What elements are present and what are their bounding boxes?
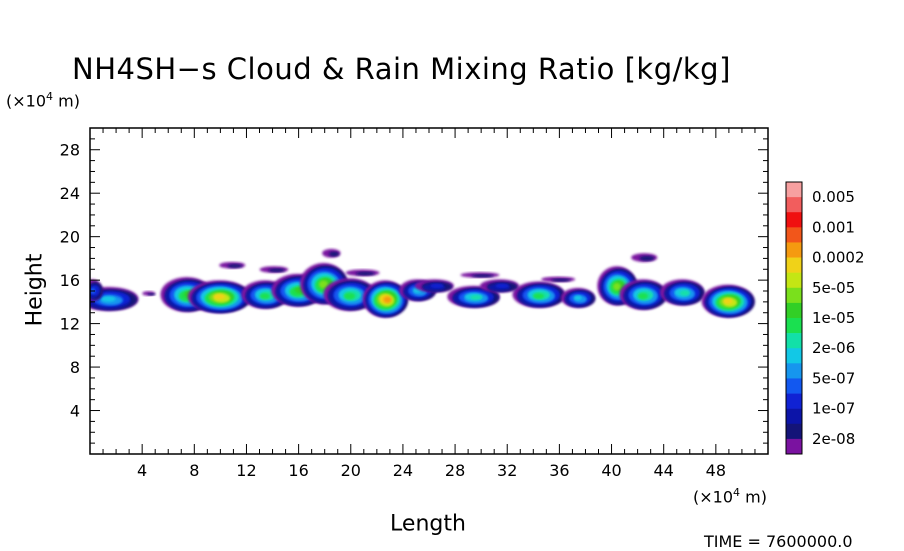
cloud-wisp	[227, 264, 243, 268]
cloud-wisp	[471, 274, 494, 278]
y-tick-label: 20	[60, 228, 80, 247]
colorbar-label: 0.0002	[812, 249, 865, 267]
colorbar-label: 2e-08	[812, 430, 855, 448]
cloud-cell	[318, 280, 329, 289]
cloud-cell	[495, 283, 509, 289]
cloud-wisp	[268, 268, 285, 273]
cloud-wisp	[639, 255, 655, 261]
x-tick-label: 4	[137, 461, 147, 480]
x-tick-label: 40	[601, 461, 621, 480]
y-axis-label: Height	[22, 253, 48, 327]
colorbar-label: 0.005	[812, 188, 855, 206]
x-tick-label: 32	[497, 461, 517, 480]
colorbar-swatch	[786, 242, 802, 258]
cloud-wisp	[551, 278, 571, 282]
cloud-wisp	[355, 271, 375, 276]
cloud-cell	[383, 296, 392, 304]
y-tick-label: 8	[70, 358, 80, 377]
cloud-wisp	[328, 251, 340, 257]
colorbar-label: 2e-06	[812, 339, 855, 357]
colorbar-swatch	[786, 197, 802, 213]
y-tick-label: 24	[60, 184, 80, 203]
colorbar-swatch	[786, 182, 802, 198]
colorbar-label: 5e-07	[812, 369, 855, 387]
cloud-cell	[430, 283, 444, 289]
x-axis-unit: (×104 m)	[693, 486, 767, 507]
cloud-cell	[259, 293, 270, 300]
colorbar-swatch	[786, 438, 802, 455]
cloud-cell	[213, 293, 226, 300]
x-tick-label: 44	[654, 461, 674, 480]
y-axis-unit: (×104 m)	[6, 90, 80, 111]
cloud-field	[90, 248, 755, 318]
cloud-cell	[100, 295, 116, 302]
cloud-cell	[612, 282, 621, 291]
colorbar-swatch	[786, 302, 802, 319]
chart-title: NH4SH−s Cloud & Rain Mixing Ratio [kg/kg…	[72, 52, 731, 86]
colorbar-swatch	[786, 212, 802, 228]
colorbar-swatch	[786, 348, 802, 364]
y-tick-label: 12	[60, 315, 80, 334]
colorbar-label: 1e-05	[812, 309, 855, 327]
y-tick-label: 4	[70, 402, 80, 421]
colorbar-swatch	[786, 318, 802, 334]
colorbar-label: 5e-05	[812, 279, 855, 297]
x-axis: 4 8 12 16 20 24 28 32 36 40 44 48	[102, 128, 756, 480]
colorbar-swatch	[786, 333, 802, 349]
colorbar-swatch	[786, 227, 802, 243]
colorbar-label: 0.001	[812, 218, 855, 236]
y-tick-label: 16	[60, 271, 80, 290]
cloud-cell	[679, 290, 690, 297]
y-tick-label: 28	[60, 141, 80, 160]
colorbar-swatch	[786, 272, 802, 289]
x-tick-label: 24	[393, 461, 413, 480]
x-tick-label: 12	[236, 461, 256, 480]
cloud-wisp	[147, 293, 156, 296]
x-tick-label: 48	[706, 461, 726, 480]
colorbar-swatch	[786, 423, 802, 440]
cloud-cell	[343, 292, 356, 300]
x-tick-label: 36	[549, 461, 569, 480]
colorbar-swatch	[786, 287, 802, 304]
cloud-cell	[573, 295, 582, 301]
x-tick-label: 28	[445, 461, 465, 480]
cloud-cell	[532, 293, 545, 299]
colorbar-swatch	[786, 257, 802, 273]
colorbar-swatch	[786, 363, 802, 379]
colorbar-swatch	[786, 378, 802, 394]
colorbar: 0.005 0.001 0.0002 5e-05 1e-05 2e-06 5e-07 1e-0…	[785, 181, 865, 455]
x-tick-label: 8	[189, 461, 199, 480]
y-axis: 4 8 12 16 20 24 28	[60, 138, 768, 444]
cloud-cell	[470, 295, 483, 301]
colorbar-label: 1e-07	[812, 400, 855, 418]
x-tick-label: 16	[288, 461, 308, 480]
cloud-cell	[637, 292, 649, 300]
x-axis-label: Length	[390, 511, 466, 537]
colorbar-frame	[785, 181, 803, 455]
colorbar-swatch	[786, 408, 802, 425]
colorbar-swatch	[786, 393, 802, 409]
time-label: TIME = 7600000.0	[704, 532, 853, 551]
x-tick-label: 20	[341, 461, 361, 480]
cloud-cell	[722, 298, 733, 305]
